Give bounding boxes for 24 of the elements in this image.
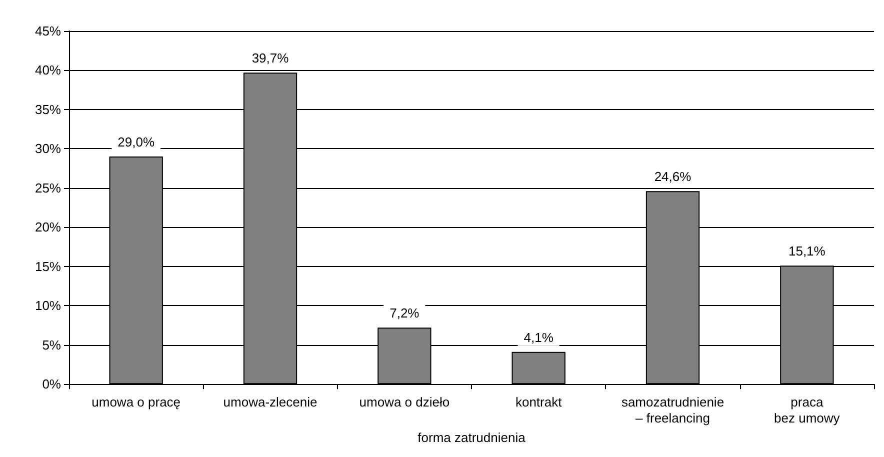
y-tick-label: 10% bbox=[34, 298, 62, 314]
x-tick-label: umowa o dzieło bbox=[359, 394, 450, 410]
bar bbox=[512, 352, 566, 384]
data-label: 7,2% bbox=[390, 306, 420, 321]
data-label: 4,1% bbox=[524, 330, 554, 345]
x-tick-label: umowa-zlecenie bbox=[223, 394, 318, 410]
x-axis-title: forma zatrudnienia bbox=[418, 430, 526, 445]
y-tick-label: 35% bbox=[34, 102, 62, 117]
data-label: 39,7% bbox=[252, 50, 290, 66]
data-label: 24,6% bbox=[654, 169, 692, 184]
y-tick-label: 5% bbox=[42, 337, 62, 352]
y-tick-label: 25% bbox=[34, 180, 62, 196]
y-tick-label: 20% bbox=[34, 220, 62, 235]
x-tick-label: praca bez umowy bbox=[774, 394, 840, 426]
data-label: 29,0% bbox=[118, 134, 155, 150]
x-tick-label: samozatrudnienie – freelancing bbox=[621, 394, 724, 426]
y-tick-label: 45% bbox=[34, 24, 62, 38]
x-tick-label: umowa o pracę bbox=[92, 394, 181, 410]
data-label: 15,1% bbox=[788, 244, 826, 259]
y-tick-label: 40% bbox=[34, 62, 62, 78]
x-tick-label: kontrakt bbox=[515, 394, 562, 410]
y-tick-label: 30% bbox=[34, 141, 62, 156]
y-tick-label: 0% bbox=[42, 376, 62, 392]
y-tick-label: 15% bbox=[34, 258, 62, 274]
